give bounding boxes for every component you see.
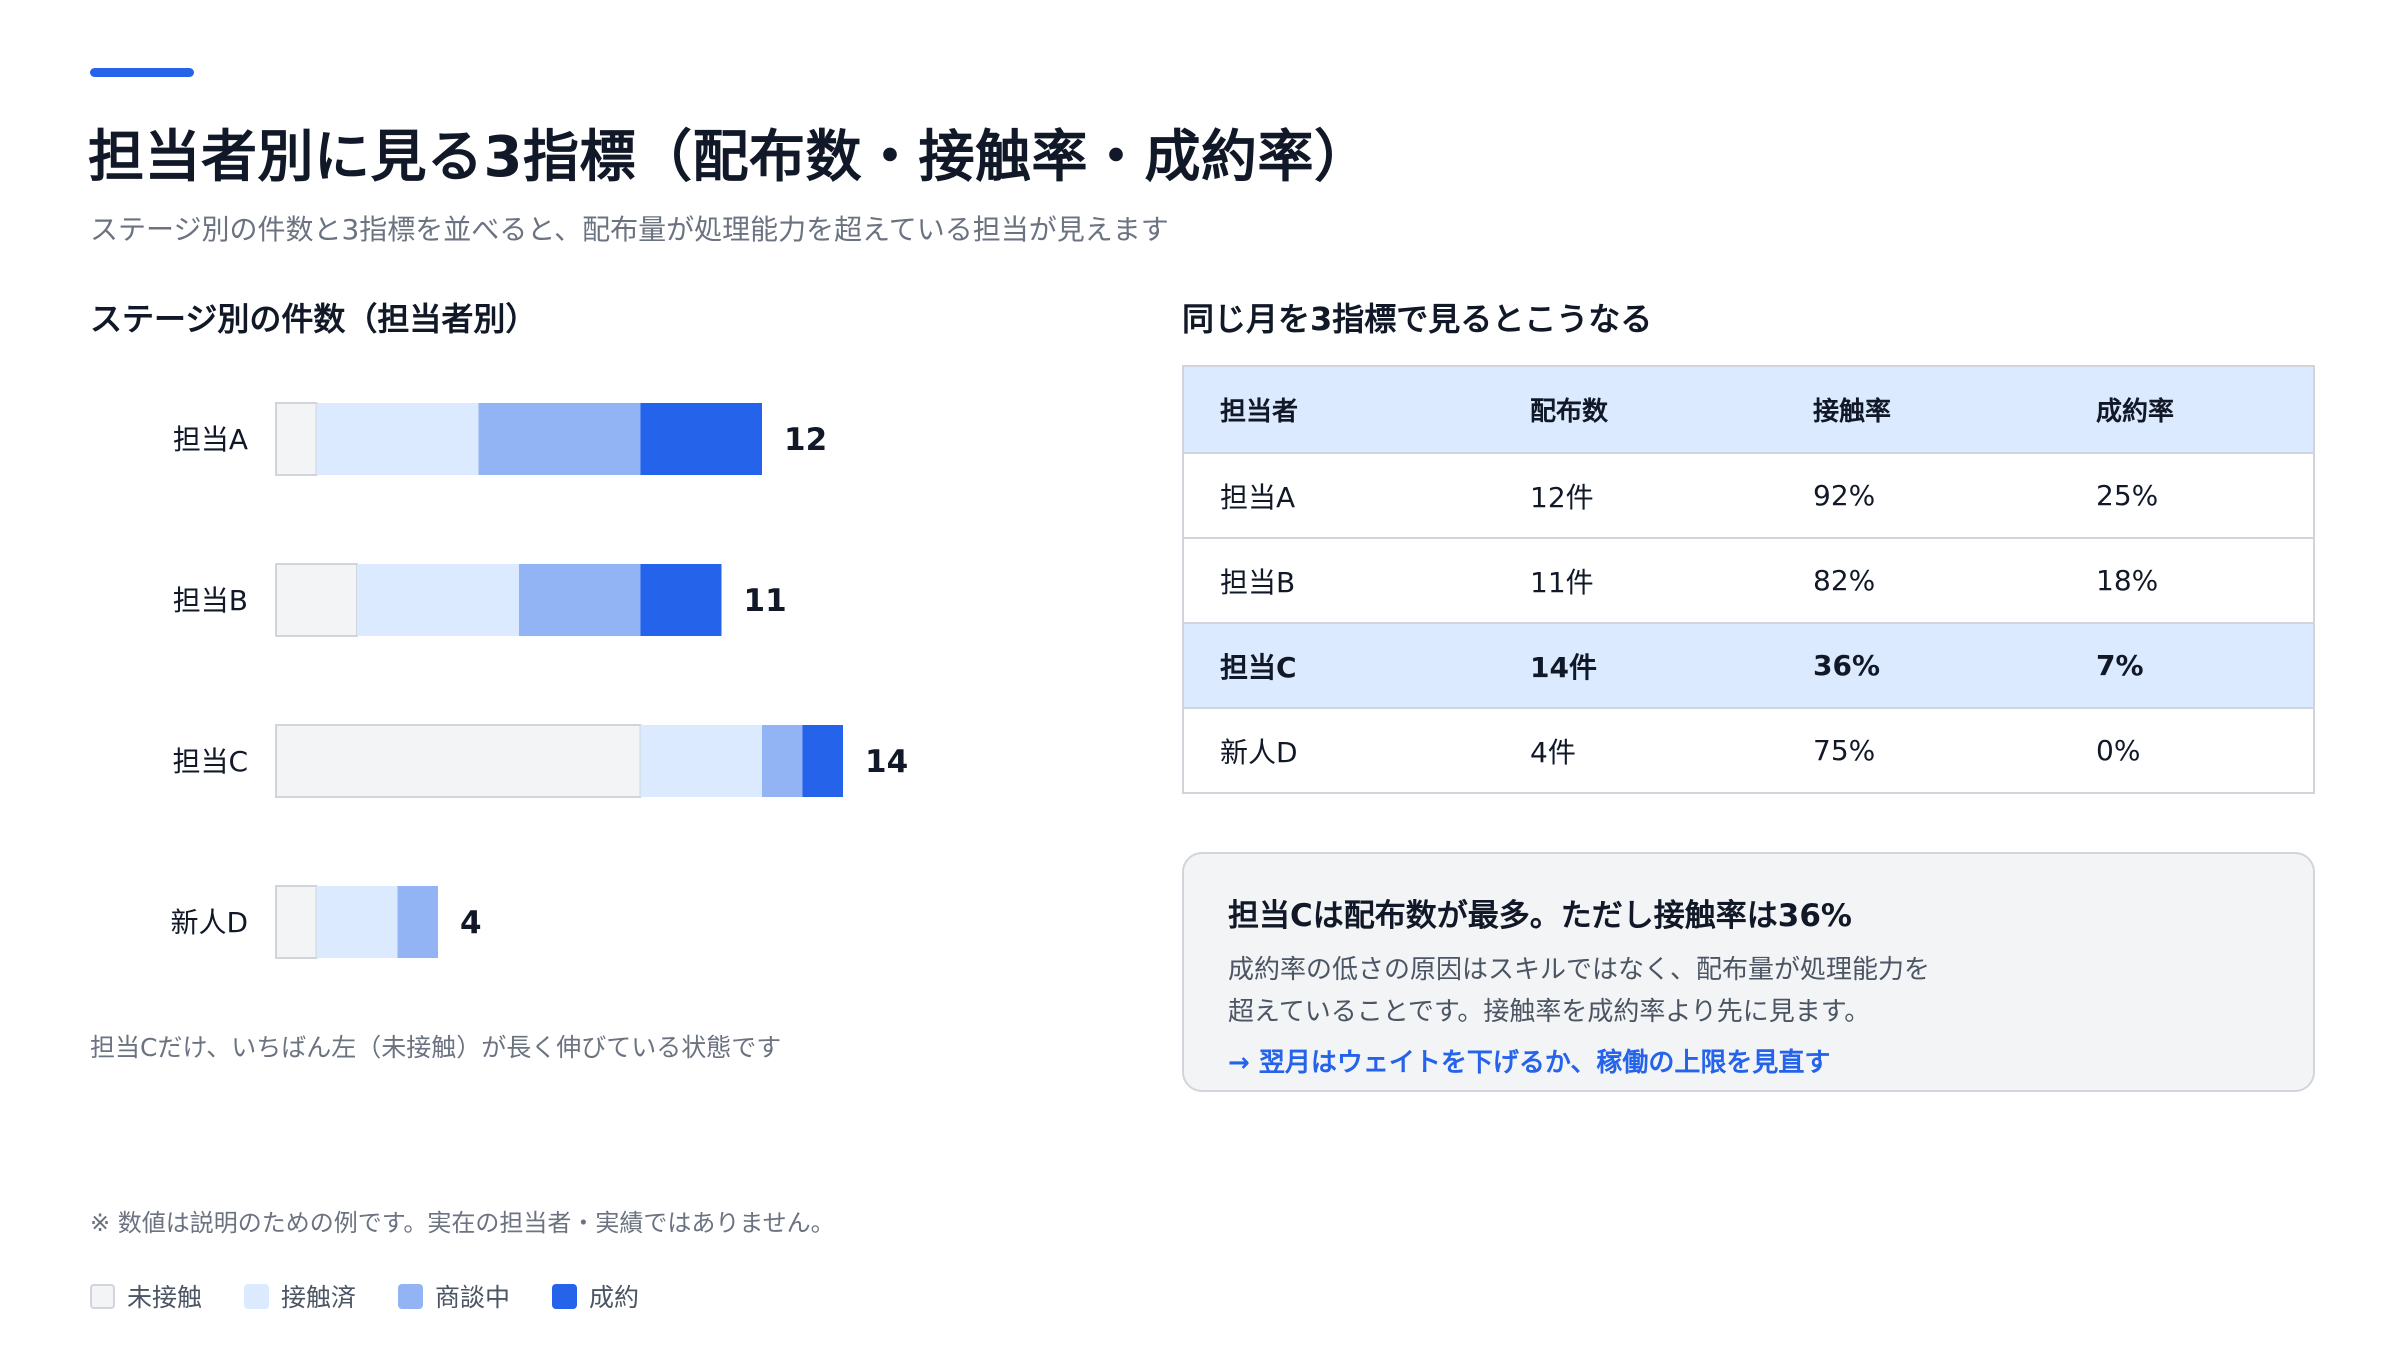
bar-segment	[640, 725, 762, 797]
legend-item-contacted: 接触済	[244, 1278, 356, 1314]
bar-total-label: 4	[460, 905, 482, 941]
table-cell: 75%	[1813, 734, 1876, 767]
bar-segment	[640, 564, 722, 636]
stacked-bar-chart: 担当A 12 担当B 11 担当C 14 新人D 4	[170, 402, 908, 959]
table-row: 新人D 4件 75% 0%	[1184, 707, 2313, 792]
table-section-title: 同じ月を3指標で見るとこうなる	[1182, 300, 1653, 338]
table-cell: 18%	[2096, 564, 2159, 597]
category-label: 新人D	[170, 906, 248, 939]
bar-total-label: 11	[744, 583, 787, 619]
bar-segment	[802, 725, 843, 797]
table-cell: 4件	[1530, 735, 1576, 769]
callout-body-line: 成約率の低さの原因はスキルではなく、配布量が処理能力を	[1228, 955, 1931, 985]
insight-callout: 担当Cは配布数が最多。ただし接触率は36% 成約率の低さの原因はスキルではなく、…	[1182, 852, 2315, 1092]
table-cell: 92%	[1813, 479, 1876, 512]
bar-segment	[762, 725, 803, 797]
page-title: 担当者別に見る3指標（配布数・接触率・成約率）	[88, 125, 1371, 190]
footnote: ※ 数値は説明のための例です。実在の担当者・実績ではありません。	[90, 1209, 835, 1237]
bar-segment	[357, 564, 519, 636]
legend-item-uncontacted: 未接触	[90, 1278, 202, 1314]
legend-label: 接触済	[281, 1283, 357, 1312]
table-row: 担当A 12件 92% 25%	[1184, 452, 2313, 537]
legend-swatch	[398, 1283, 424, 1309]
callout-action-link[interactable]: → 翌月はウェイトを下げるか、稼働の上限を見直す	[1228, 1048, 1831, 1078]
table-cell: 7%	[2096, 649, 2144, 682]
metrics-table: 担当者 配布数 接触率 成約率 担当A 12件 92% 25% 担当B 11件 …	[1182, 365, 2315, 794]
bar-segment	[316, 886, 398, 958]
legend-swatch	[244, 1283, 270, 1309]
legend-item-negotiating: 商談中	[398, 1278, 510, 1314]
table-header-row: 担当者 配布数 接触率 成約率	[1184, 367, 2313, 452]
table-cell: 新人D	[1220, 735, 1298, 769]
callout-title: 担当Cは配布数が最多。ただし接触率は36%	[1228, 898, 1852, 934]
table-cell: 36%	[1813, 649, 1881, 682]
header-cell-staff: 担当者	[1220, 397, 1299, 427]
legend-swatch	[552, 1283, 578, 1309]
table-row-highlighted: 担当C 14件 36% 7%	[1184, 622, 2313, 707]
callout-body-line: 超えていることです。接触率を成約率より先に見ます。	[1228, 997, 1871, 1027]
bar-total-label: 14	[865, 744, 908, 780]
bar-segment	[275, 402, 318, 476]
table-cell: 0%	[2096, 734, 2141, 767]
chart-caption: 担当Cだけ、いちばん左（未接触）が長く伸びている状態です	[90, 1033, 782, 1062]
chart-legend: 未接触 接触済 商談中 成約	[90, 1278, 681, 1314]
table-cell: 担当B	[1220, 565, 1296, 599]
legend-label: 商談中	[435, 1283, 511, 1312]
callout-body: 成約率の低さの原因はスキルではなく、配布量が処理能力を 超えていることです。接触…	[1228, 949, 1930, 1033]
table-cell: 14件	[1530, 650, 1597, 684]
bar-segment	[640, 403, 762, 475]
table-cell: 11件	[1530, 565, 1594, 599]
bar-segment	[275, 885, 318, 959]
page-subtitle: ステージ別の件数と3指標を並べると、配布量が処理能力を超えている担当が見えます	[90, 213, 1169, 246]
legend-label: 未接触	[127, 1283, 203, 1312]
table-cell: 12件	[1530, 480, 1594, 514]
accent-bar	[90, 68, 194, 77]
category-label: 担当A	[173, 423, 248, 456]
table-cell: 担当C	[1220, 650, 1297, 684]
bar-segment	[397, 886, 438, 958]
legend-label: 成約	[589, 1283, 640, 1312]
legend-swatch	[90, 1283, 115, 1309]
table-row: 担当B 11件 82% 18%	[1184, 537, 2313, 622]
category-label: 担当B	[173, 584, 248, 617]
chart-section-title: ステージ別の件数（担当者別）	[90, 300, 538, 338]
table-cell: 担当A	[1220, 480, 1296, 514]
bar-segment	[275, 724, 642, 798]
table-cell: 25%	[2096, 479, 2159, 512]
legend-item-closed: 成約	[552, 1278, 639, 1314]
category-label: 担当C	[172, 745, 248, 778]
bar-segment	[316, 403, 479, 475]
table-cell: 82%	[1813, 564, 1876, 597]
header-cell-contact-rate: 接触率	[1813, 397, 1892, 427]
header-cell-close-rate: 成約率	[2096, 397, 2175, 427]
bar-total-label: 12	[784, 422, 827, 458]
bar-segment	[478, 403, 641, 475]
bar-segment	[519, 564, 641, 636]
header-cell-distributed: 配布数	[1530, 397, 1609, 427]
bar-segment	[275, 563, 358, 637]
